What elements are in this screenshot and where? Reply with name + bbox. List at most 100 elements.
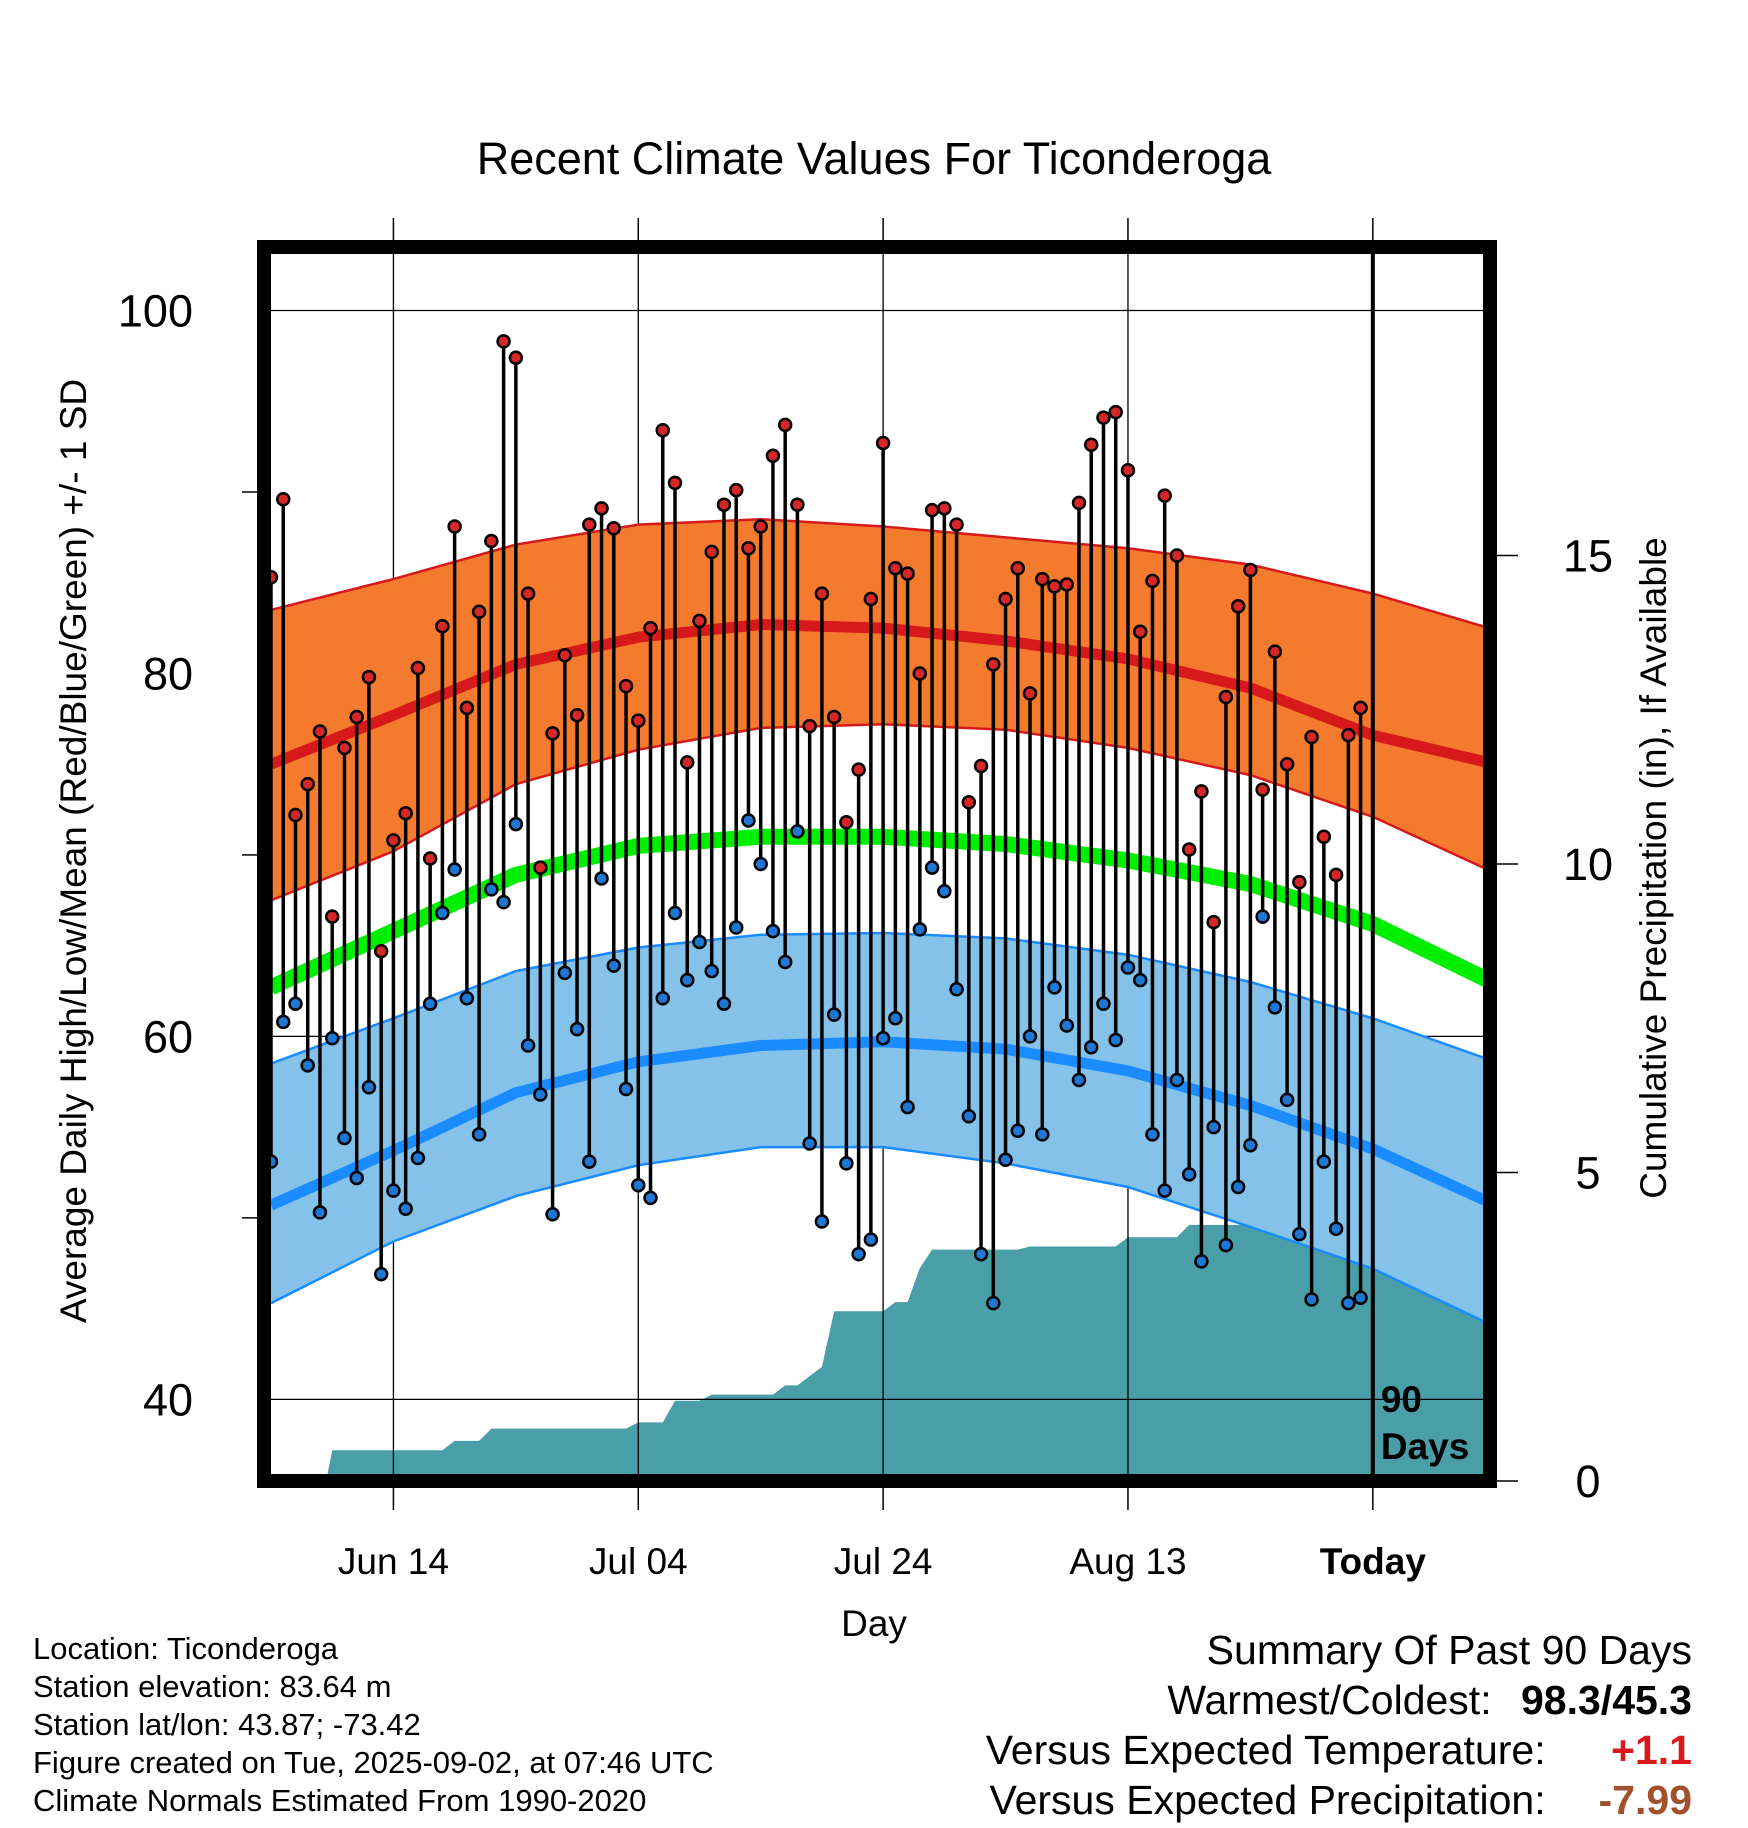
high-point <box>1108 404 1123 420</box>
warm-cold-label: Warmest/Coldest: <box>1167 1677 1492 1723</box>
high-point <box>1096 410 1111 425</box>
low-point <box>1353 1290 1368 1305</box>
precip-label: Versus Expected Precipitation: <box>989 1777 1546 1823</box>
temp-value: +1.1 <box>1611 1727 1692 1773</box>
low-point <box>373 1266 389 1282</box>
summary-panel: Summary Of Past 90 Days Warmest/Coldest:… <box>986 1625 1692 1825</box>
high-point <box>949 517 964 532</box>
low-point <box>631 1177 646 1193</box>
high-point <box>704 544 719 560</box>
low-point <box>484 882 499 897</box>
x-tick-label: Today <box>1320 1541 1427 1582</box>
low-point <box>447 862 462 877</box>
low-point <box>324 1030 340 1046</box>
low-point <box>1059 1018 1075 1033</box>
low-point <box>1181 1167 1197 1182</box>
low-point <box>618 1081 634 1097</box>
high-point <box>741 540 756 556</box>
high-point <box>1328 867 1344 883</box>
high-point <box>716 497 732 512</box>
high-point <box>643 620 658 636</box>
low-point <box>667 905 683 921</box>
low-point <box>606 958 622 973</box>
precipitation-area <box>271 1197 1483 1474</box>
low-point <box>643 1190 658 1206</box>
high-point <box>447 519 462 534</box>
low-point <box>1047 980 1062 995</box>
high-point <box>986 657 1001 672</box>
low-point <box>1108 1032 1123 1048</box>
low-point <box>728 920 744 935</box>
low-point <box>790 824 805 839</box>
low-point <box>692 934 707 950</box>
high-point <box>386 833 401 848</box>
high-point <box>312 724 328 739</box>
low-point <box>765 923 781 939</box>
summary-title: Summary Of Past 90 Days <box>1206 1627 1692 1673</box>
low-point <box>1304 1292 1319 1307</box>
low-point <box>875 1030 891 1046</box>
high-point <box>863 591 879 607</box>
low-point <box>888 1011 903 1026</box>
low-point <box>826 1007 842 1022</box>
high-point <box>398 805 413 821</box>
y-axis-label: Average Daily High/Low/Mean (Red/Blue/Gr… <box>53 379 94 1323</box>
low-point <box>1035 1127 1050 1142</box>
high-point <box>998 591 1013 607</box>
low-point <box>557 965 573 981</box>
low-point <box>545 1206 560 1222</box>
low-point <box>1328 1221 1344 1237</box>
high-point <box>973 758 989 774</box>
high-point <box>1022 686 1038 701</box>
high-point <box>667 475 683 491</box>
low-point <box>582 1154 597 1169</box>
high-point <box>594 501 609 516</box>
high-point <box>361 669 377 685</box>
low-point <box>398 1201 413 1217</box>
high-point <box>557 648 573 663</box>
y-tick-label: 80 <box>143 648 193 699</box>
y2-tick-label: 15 <box>1563 531 1613 582</box>
high-point <box>839 815 854 830</box>
low-point <box>973 1246 989 1262</box>
low-point <box>949 981 964 997</box>
low-point <box>814 1214 830 1229</box>
low-point <box>1292 1226 1307 1242</box>
created-text: Figure created on Tue, 2025-09-02, at 07… <box>33 1745 714 1780</box>
low-point <box>520 1038 536 1053</box>
low-point <box>533 1087 548 1102</box>
y2-axis-label: Cumulative Precipitation (in), If Availa… <box>1633 537 1674 1199</box>
low-point <box>349 1170 364 1186</box>
high-point <box>1341 727 1356 743</box>
chart-title: Recent Climate Values For Ticonderoga <box>477 133 1273 184</box>
high-point <box>1181 842 1197 857</box>
temp-label: Versus Expected Temperature: <box>985 1727 1546 1773</box>
low-point <box>337 1130 352 1146</box>
high-point <box>679 755 695 770</box>
low-point <box>839 1156 854 1171</box>
y2-tick-label: 0 <box>1575 1456 1600 1507</box>
low-point <box>459 991 475 1006</box>
low-point <box>998 1152 1013 1168</box>
high-point <box>924 502 940 518</box>
high-point <box>753 519 768 534</box>
high-point <box>1243 562 1258 578</box>
low-point <box>1083 1040 1099 1055</box>
high-point <box>337 740 352 756</box>
low-point <box>1071 1072 1087 1088</box>
low-point <box>275 1014 291 1030</box>
high-point <box>765 448 781 463</box>
low-point <box>1255 909 1270 924</box>
high-point <box>790 497 805 512</box>
low-point <box>1206 1119 1221 1135</box>
high-point <box>618 678 634 694</box>
high-point <box>1316 829 1332 845</box>
low-point <box>924 860 940 875</box>
high-point <box>1255 782 1270 797</box>
high-point <box>728 482 744 498</box>
x-tick-label: Aug 13 <box>1069 1541 1186 1582</box>
low-point <box>937 883 952 899</box>
high-point <box>582 517 597 532</box>
high-point <box>1230 599 1246 614</box>
